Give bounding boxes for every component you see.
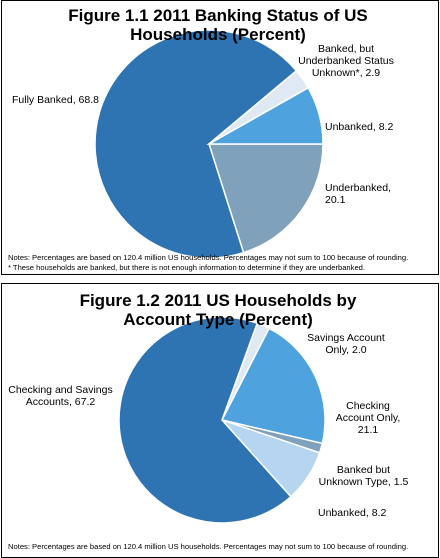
category-label: Checking Account Only, — [335, 400, 401, 424]
slice-label: Fully Banked, 68.8 — [12, 94, 122, 106]
slice-label: Banked but Unknown Type, 1.5 — [316, 464, 411, 488]
value-label: 8.2 — [378, 121, 394, 133]
category-label: Savings Account Only, — [307, 332, 385, 356]
value-label: 2.0 — [352, 344, 367, 356]
slice-label: Banked, but Underbanked Status Unknown*,… — [296, 43, 396, 79]
note: Notes: Percentages are based on 120.4 mi… — [8, 542, 409, 551]
value-label: 20.1 — [325, 194, 346, 206]
pie-slice — [220, 327, 326, 445]
value-label: 8.2 — [371, 507, 387, 519]
category-label: Banked but Unknown Type, — [318, 464, 391, 488]
panel — [1, 0, 439, 275]
slice-label: Underbanked, 20.1 — [325, 182, 405, 206]
slice-label: Unbanked, 8.2 — [318, 507, 398, 519]
category-label: Fully Banked, — [12, 94, 76, 106]
category-label: Banked, but Underbanked Status Unknown*, — [298, 43, 394, 79]
category-label: Unbanked, — [318, 507, 369, 519]
slice-label: Unbanked, 8.2 — [325, 121, 415, 133]
value-label: 67.2 — [74, 396, 96, 408]
slice-label: Checking and Savings Accounts, 67.2 — [8, 384, 113, 408]
pie-slice — [118, 316, 292, 524]
value-label: 1.5 — [393, 476, 409, 488]
pie-slice — [94, 29, 298, 259]
note: * These households are banked, but there… — [8, 263, 366, 272]
pie-slice — [207, 143, 324, 254]
category-label: Checking and Savings Accounts, — [8, 384, 113, 408]
value-label: 21.1 — [357, 424, 379, 436]
note: Notes: Percentages are based on 120.4 mi… — [8, 253, 409, 262]
category-label: Underbanked, — [325, 182, 391, 194]
slice-label: Savings Account Only, 2.0 — [296, 332, 396, 356]
category-label: Unbanked, — [325, 121, 376, 133]
pie-slice — [206, 86, 324, 145]
value-label: 68.8 — [78, 94, 99, 106]
chart-title: Figure 1.2 2011 US Households by Account… — [79, 291, 357, 329]
value-label: 2.9 — [365, 67, 381, 79]
slice-label: Checking Account Only, 21.1 — [328, 400, 408, 436]
chart-title: Figure 1.1 2011 Banking Status of US Hou… — [68, 6, 368, 44]
